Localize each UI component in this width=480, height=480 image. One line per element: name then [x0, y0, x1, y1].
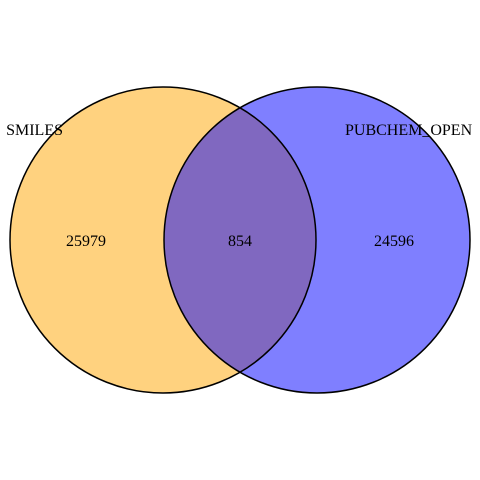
set-a-label: SMILES [6, 122, 63, 139]
intersection-region [164, 87, 316, 393]
intersection-count: 854 [228, 233, 252, 250]
set-a-only-count: 25979 [66, 233, 106, 250]
set-b-outline [163, 86, 471, 394]
set-b-label: PUBCHEM_OPEN [345, 122, 473, 139]
set-a-outline [9, 86, 317, 394]
set-b-only-count: 24596 [374, 233, 414, 250]
